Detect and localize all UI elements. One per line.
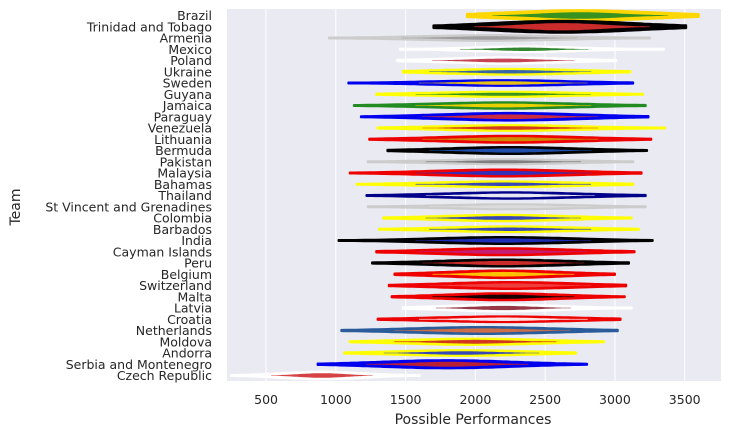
x-tick-label: 3000 [599,392,631,407]
violin-inner-band [271,373,373,378]
x-tick-label: 2000 [459,392,491,407]
y-tick-label: Pakistan [160,154,212,169]
y-tick-label: Ukraine [164,64,213,79]
y-tick-label: India [181,233,212,248]
violin-inner-band [366,361,529,367]
violin-inner-band [422,114,599,120]
y-tick-label: Belgium [161,267,212,282]
violin-inner-band [425,160,581,164]
x-tick-label: 3500 [669,392,701,407]
y-tick-label: Armenia [160,31,212,46]
violin-inner-band [429,70,592,74]
violin-inner-band [432,271,575,277]
violin-inner-band [429,148,592,153]
y-tick-label: Cayman Islands [113,244,212,259]
y-tick-label: Guyana [164,87,212,102]
violin-inner-band [422,126,599,130]
y-tick-label: Croatia [167,312,212,327]
violin-inner-band [422,137,599,142]
violin-inner-band [492,12,668,19]
y-tick-label: Netherlands [136,323,212,338]
y-tick-label: Brazil [177,8,212,23]
violin-inner-band [425,216,581,220]
violin-inner-band [415,182,592,186]
y-tick-label: Poland [170,53,212,68]
x-tick-label: 2500 [529,392,561,407]
violin-inner-band [435,305,571,311]
x-tick-label: 1000 [320,392,352,407]
violin-inner-band [432,58,575,63]
violin-inner-band [429,227,592,231]
y-tick-label: Moldova [159,334,212,349]
y-tick-label: Sweden [163,76,212,91]
violins-group [230,9,700,381]
y-tick-label: Mexico [168,42,212,57]
y-tick-label: Bermuda [155,143,212,158]
x-tick-label: 500 [254,392,278,407]
y-tick-label: Czech Republic [117,368,212,383]
violin-inner-band [383,351,540,355]
x-tick-labels: 500 1000 1500 2000 2500 3000 3500 [254,392,701,407]
x-axis-title: Possible Performances [395,412,552,428]
y-tick-label: Trinidad and Tobago [86,19,212,34]
x-tick-label: 1500 [390,392,422,407]
y-tick-label: Thailand [157,188,212,203]
y-tick-label: Lithuania [154,132,212,147]
y-tick-label: Jamaica [162,98,212,113]
violin-inner-band [422,260,585,266]
y-tick-label: St Vincent and Grenadines [45,199,212,214]
violin-inner-band [418,249,588,254]
violin-inner-band [415,92,592,96]
y-tick-label: Paraguay [154,109,213,124]
violin-inner-band [415,170,592,176]
violin-inner-band [429,283,592,288]
violin-inner-band [425,193,595,198]
y-tick-label: Malaysia [157,166,212,181]
violin-inner-band [418,81,588,85]
y-axis-title: Team [8,188,24,226]
y-tick-label: Switzerland [139,278,212,293]
y-tick-label: Latvia [174,301,212,316]
y-tick-label: Serbia and Montenegro [66,357,212,372]
y-tick-label: Venezuela [148,121,212,136]
violin-inner-band [415,238,592,243]
violin-inner-band [429,205,592,209]
y-tick-label: Andorra [162,346,212,361]
violin-inner-band [460,47,589,51]
y-tick-label: Peru [184,256,212,271]
violin-inner-band [394,328,571,333]
violin-inner-band [474,23,650,31]
y-tick-label: Bahamas [154,177,212,192]
y-tick-label: Malta [178,289,212,304]
violin-inner-band [394,339,557,344]
violin-inner-band [418,317,588,321]
violin-inner-band [432,294,575,299]
y-tick-label: Colombia [153,211,212,226]
violin-inner-band [401,36,578,40]
y-tick-label: Barbados [153,222,212,237]
violin-inner-band [415,103,592,108]
